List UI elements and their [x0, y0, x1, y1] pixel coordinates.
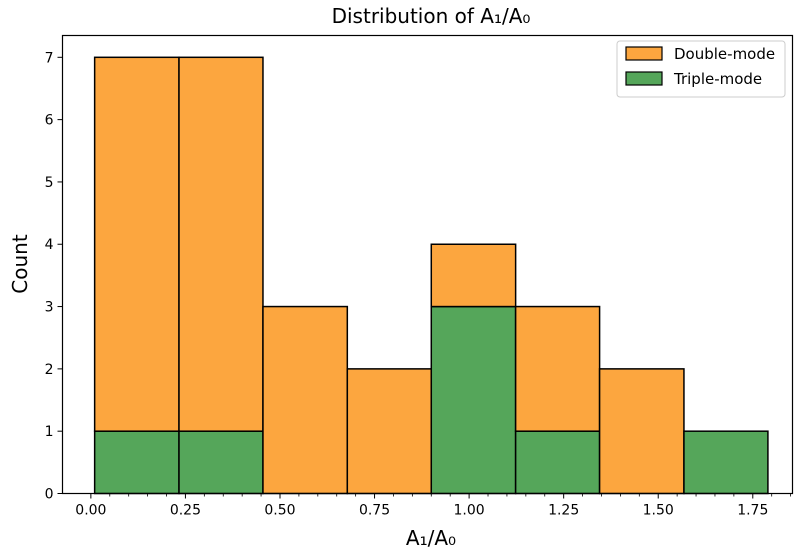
- bar-double-mode-3: [346, 368, 433, 495]
- bar-double-mode-5: [514, 305, 601, 432]
- bar-double-mode-0: [93, 56, 180, 432]
- y-axis-label: Count: [8, 234, 32, 294]
- legend-label-triple-mode: Triple-mode: [673, 70, 762, 88]
- y-tick-label: 2: [45, 362, 54, 378]
- x-tick-label: 1.25: [548, 503, 579, 519]
- x-axis-ticks: 0.00 0.25 0.50 0.75 1.00 1.25 1.50 1.75: [75, 493, 792, 519]
- plot-frame: [61, 34, 794, 495]
- y-tick-label: 7: [45, 50, 54, 66]
- y-tick-label: 5: [45, 175, 54, 191]
- bars-group: [93, 56, 769, 495]
- x-tick-label: 1.00: [454, 503, 485, 519]
- y-tick-label: 4: [45, 237, 54, 253]
- chart-title: Distribution of A₁/A₀: [332, 4, 531, 28]
- y-tick-label: 0: [45, 487, 54, 503]
- legend: Double-mode Triple-mode: [616, 40, 786, 98]
- legend-label-double-mode: Double-mode: [674, 45, 775, 63]
- x-tick-label: 1.75: [737, 503, 768, 519]
- x-tick-label: 1.50: [643, 503, 674, 519]
- legend-swatch-triple-mode: [625, 71, 663, 86]
- y-tick-label: 6: [45, 113, 54, 129]
- bar-double-mode-4: [430, 243, 517, 308]
- bar-triple-mode-5: [514, 430, 601, 495]
- x-tick-label: 0.00: [75, 503, 106, 519]
- y-tick-label: 3: [45, 300, 54, 316]
- x-tick-label: 0.75: [359, 503, 390, 519]
- y-axis-ticks: 0 1 2 3 4 5 6 7: [45, 50, 63, 503]
- bar-triple-mode-7: [683, 430, 769, 495]
- x-tick-label: 0.25: [170, 503, 201, 519]
- bar-triple-mode-0: [93, 430, 180, 495]
- x-tick-label: 0.50: [264, 503, 295, 519]
- y-tick-label: 1: [45, 424, 54, 440]
- bar-double-mode-6: [598, 368, 685, 495]
- x-axis-label: A₁/A₀: [406, 526, 456, 550]
- legend-swatch-double-mode: [625, 46, 663, 61]
- bar-triple-mode-4: [430, 305, 517, 495]
- bar-triple-mode-1: [178, 430, 264, 495]
- bar-double-mode-2: [262, 305, 349, 495]
- bar-double-mode-1: [178, 56, 264, 432]
